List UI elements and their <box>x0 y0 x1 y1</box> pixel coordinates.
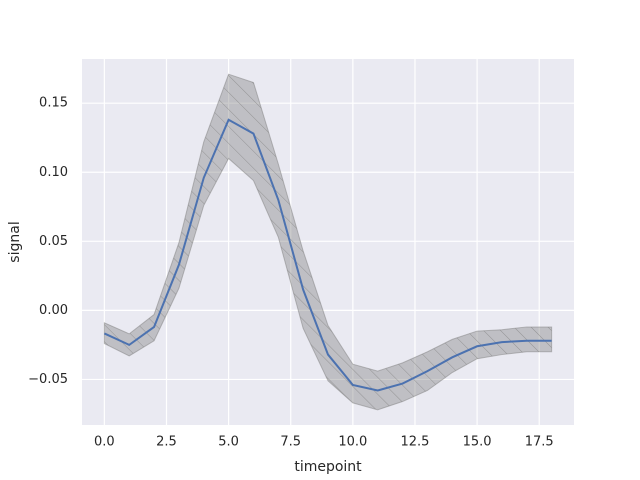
y-tick-label: 0.00 <box>39 303 68 318</box>
x-tick-label: 7.5 <box>280 435 301 450</box>
x-tick-label: 12.5 <box>400 435 429 450</box>
y-tick-label: 0.15 <box>39 96 68 111</box>
x-axis-label: timepoint <box>294 459 362 475</box>
y-tick-label: −0.05 <box>28 372 68 387</box>
y-tick-label: 0.10 <box>39 165 68 180</box>
x-tick-label: 2.5 <box>156 435 177 450</box>
x-tick-label: 0.0 <box>94 435 115 450</box>
x-tick-label: 17.5 <box>525 435 554 450</box>
x-tick-label: 10.0 <box>338 435 367 450</box>
y-axis-label: signal <box>7 221 23 262</box>
y-tick-label: 0.05 <box>39 234 68 249</box>
error-band-hatch <box>103 73 553 411</box>
x-tick-label: 15.0 <box>463 435 492 450</box>
x-tick-label: 5.0 <box>218 435 239 450</box>
line <box>103 118 552 392</box>
